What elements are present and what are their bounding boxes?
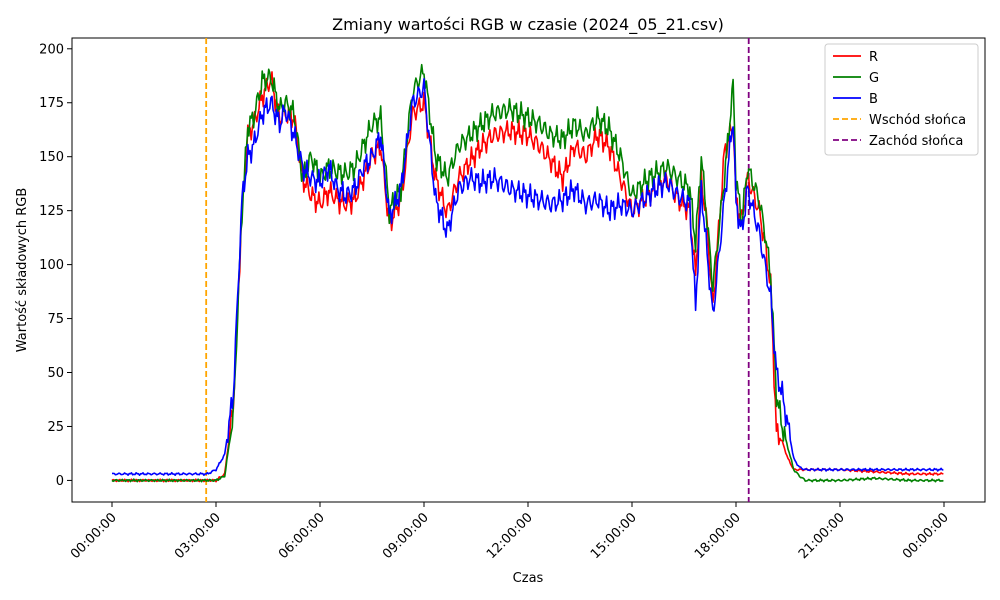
legend-label-g: G (869, 71, 879, 86)
y-tick-label: 0 (56, 474, 64, 489)
series-line-b (112, 78, 944, 477)
series-line-g (111, 63, 944, 483)
y-axis-label: Wartość składowych RGB (15, 188, 30, 352)
legend-box (824, 43, 979, 156)
y-tick-label: 200 (39, 42, 64, 57)
legend: RGB Wschód słońca Zachód słońca (824, 43, 979, 156)
legend-label-b: B (869, 92, 878, 107)
y-tick-label: 175 (39, 96, 64, 111)
y-tick-label: 75 (47, 312, 64, 327)
series-lines (111, 63, 944, 483)
y-tick-label: 50 (47, 366, 64, 381)
y-axis: 0 25 50 75 100 125 150 175 200 (39, 42, 72, 489)
x-axis-label: Czas (513, 571, 544, 586)
y-tick-label: 25 (47, 420, 64, 435)
legend-label-wschód-słońca: Wschód słońca (869, 113, 966, 128)
y-tick-label: 125 (39, 204, 64, 219)
y-tick-label: 150 (39, 150, 64, 165)
legend-label-zachód-słońca: Zachód słońca (869, 134, 963, 149)
chart-title: Zmiany wartości RGB w czasie (2024_05_21… (332, 15, 724, 35)
reference-lines (205, 38, 750, 502)
legend-label-r: R (869, 50, 878, 65)
y-tick-label: 100 (39, 258, 64, 273)
